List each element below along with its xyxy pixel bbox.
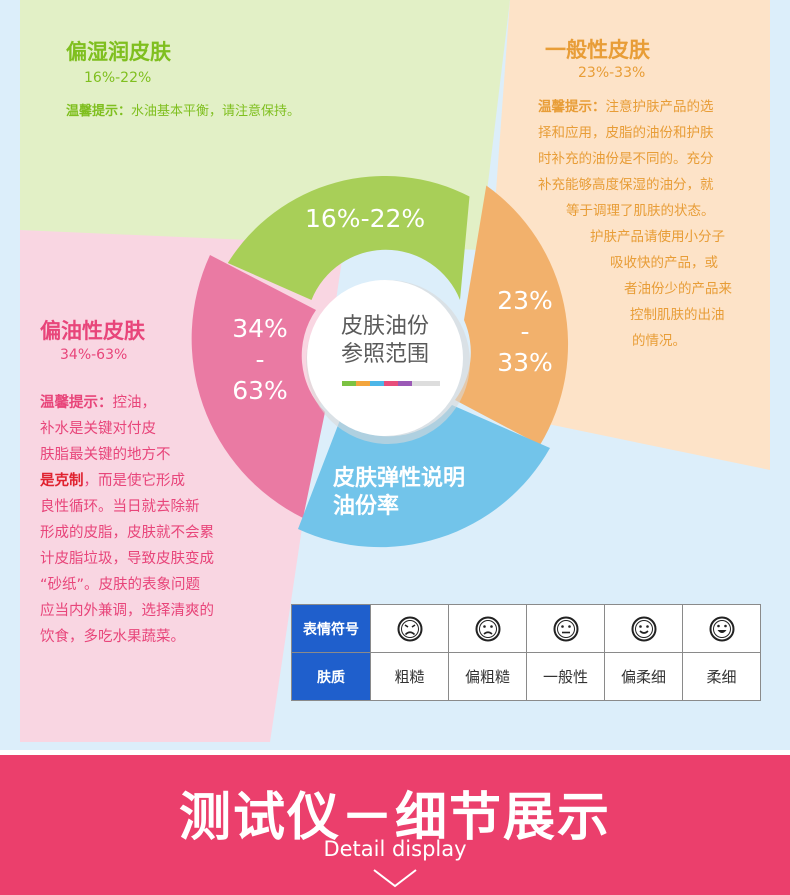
chevron-down-icon xyxy=(373,869,417,888)
legend-label: 偏粗糙 xyxy=(448,652,527,701)
smile-face-icon xyxy=(631,616,656,641)
skin-legend-table: 表情符号 xyxy=(291,604,761,701)
normal-skin-tip-line: 护肤产品请使用小分子 xyxy=(590,229,725,245)
color-strip-purple xyxy=(398,381,412,386)
orange-segment-label: 23% - 33% xyxy=(480,285,570,378)
legend-cell xyxy=(682,604,761,653)
normal-skin-title: 一般性皮肤 xyxy=(545,38,650,62)
color-strip-pink xyxy=(384,381,398,386)
normal-skin-tip-line: 的情况。 xyxy=(632,333,686,349)
tip-text: ，而是使它形成 xyxy=(83,473,186,489)
legend-cell xyxy=(604,604,683,653)
donut-segment-orange xyxy=(455,185,569,445)
tip-label: 温馨提示： xyxy=(538,99,606,115)
legend-row-skin: 肤质 粗糙 偏粗糙 一般性 偏柔细 柔细 xyxy=(291,652,761,701)
humid-skin-tip: 温馨提示：水油基本平衡，请注意保持。 xyxy=(66,100,300,119)
normal-skin-tip-line: 补充能够高度保湿的油分，就 xyxy=(538,177,714,193)
label-top: 34% xyxy=(232,314,288,343)
label-dash: - xyxy=(520,317,530,346)
normal-skin-tip-line: 者油份少的产品来 xyxy=(624,281,732,297)
normal-skin-tip-line: 吸收快的产品，或 xyxy=(610,255,718,271)
donut-segment-green xyxy=(227,175,470,300)
tip-label: 温馨提示： xyxy=(40,395,113,411)
neutral-face-icon xyxy=(553,616,578,641)
sad-face-icon xyxy=(475,616,500,641)
banner-subtitle: Detail display xyxy=(323,837,467,861)
legend-cell xyxy=(370,604,449,653)
oily-skin-tip-line: 肤脂最关键的地方不 xyxy=(40,447,171,463)
color-strip-blue xyxy=(370,381,384,386)
label-top: 23% xyxy=(497,286,553,315)
color-strip-orange xyxy=(356,381,370,386)
center-title-line1: 皮肤油份 xyxy=(340,314,429,339)
oily-skin-tip-line: 计皮脂垃圾，导致皮肤变成 xyxy=(40,551,214,567)
oily-skin-title: 偏油性皮肤 xyxy=(40,319,145,343)
normal-skin-tip-line: 等于调理了肌肤的状态。 xyxy=(566,203,715,219)
label-line2: 油份率 xyxy=(333,494,400,519)
oily-skin-tip-line: 补水是关键对付皮 xyxy=(40,421,156,437)
color-strip xyxy=(342,381,440,386)
label-dash: - xyxy=(255,345,265,374)
tip-text: 控油， xyxy=(112,395,157,411)
angry-face-icon xyxy=(397,616,422,641)
label-bottom: 33% xyxy=(497,348,553,377)
legend-label: 偏柔细 xyxy=(604,652,683,701)
legend-label: 一般性 xyxy=(526,652,605,701)
legend-row-faces: 表情符号 xyxy=(291,604,761,653)
pink-segment-label: 34% - 63% xyxy=(220,313,300,406)
humid-skin-range: 16%-22% xyxy=(84,70,152,86)
tip-text: 注意护肤产品的选 xyxy=(605,99,714,115)
normal-skin-tip-line: 择和应用，皮脂的油份和护肤 xyxy=(538,125,714,141)
oily-skin-range: 34%-63% xyxy=(60,347,128,363)
banner-title: 测试仪－细节展示 xyxy=(178,788,611,848)
oily-skin-tip-line: 饮食，多吃水果蔬菜。 xyxy=(40,629,185,645)
detail-banner: 测试仪－细节展示 Detail display xyxy=(0,755,790,895)
legend-label: 粗糙 xyxy=(370,652,449,701)
donut-segment-pink xyxy=(191,255,325,518)
blue-segment-label: 皮肤弹性说明 油份率 xyxy=(333,465,465,521)
oily-skin-tip-line: 温馨提示：控油， xyxy=(40,394,156,412)
center-title: 皮肤油份 参照范围 xyxy=(310,313,460,369)
legend-cell xyxy=(448,604,527,653)
grin-face-icon xyxy=(709,616,734,641)
tip-label: 温馨提示： xyxy=(66,104,132,119)
green-segment-label: 16%-22% xyxy=(305,204,426,233)
oily-skin-tip-line: 是克制，而是使它形成 xyxy=(40,472,185,490)
normal-skin-tip-line: 时补充的油份是不同的。充分 xyxy=(538,151,714,167)
legend-cell xyxy=(526,604,605,653)
legend-header-faces: 表情符号 xyxy=(291,604,371,653)
center-title-line2: 参照范围 xyxy=(340,342,429,367)
oily-skin-tip-line: 良性循环。当日就去除新 xyxy=(40,499,200,515)
oily-skin-tip-line: 形成的皮脂，皮肤就不会累 xyxy=(40,525,214,541)
normal-skin-range: 23%-33% xyxy=(578,65,646,81)
emphasis-text: 是克制 xyxy=(40,473,84,489)
label-bottom: 63% xyxy=(232,376,288,405)
center-circle xyxy=(307,280,463,436)
color-strip-green xyxy=(342,381,356,386)
tip-text: 水油基本平衡，请注意保持。 xyxy=(131,104,301,119)
legend-label: 柔细 xyxy=(682,652,761,701)
humid-skin-title: 偏湿润皮肤 xyxy=(66,40,171,64)
donut-segment-blue xyxy=(298,405,550,548)
label-line1: 皮肤弹性说明 xyxy=(333,466,466,491)
normal-skin-tip-line: 温馨提示：注意护肤产品的选 xyxy=(538,98,714,116)
oily-skin-tip-line: “砂纸”。皮肤的表象问题 xyxy=(40,577,201,593)
color-strip-gray xyxy=(412,381,440,386)
legend-header-skin: 肤质 xyxy=(291,652,371,701)
oily-skin-tip-line: 应当内外兼调，选择清爽的 xyxy=(40,603,214,619)
normal-skin-tip-line: 控制肌肤的出油 xyxy=(630,307,725,323)
